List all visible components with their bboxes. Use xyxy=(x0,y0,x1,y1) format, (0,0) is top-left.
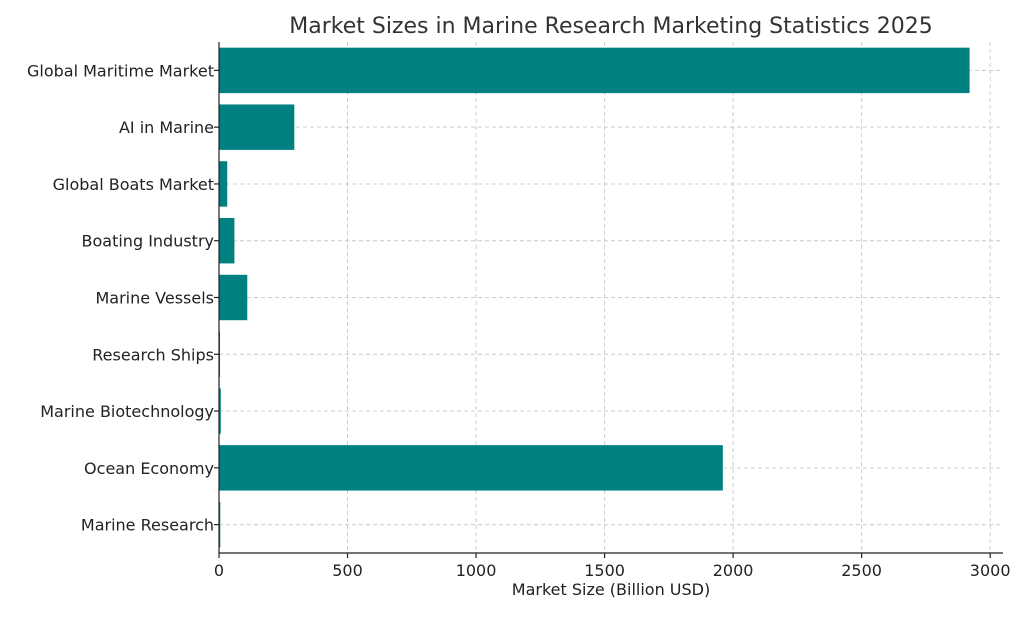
bar xyxy=(219,445,723,491)
x-tick-label: 1500 xyxy=(584,561,625,580)
x-tick-label: 2000 xyxy=(713,561,754,580)
y-tick-label: Global Maritime Market xyxy=(27,61,214,80)
x-tick-label: 0 xyxy=(214,561,224,580)
bar xyxy=(219,47,970,94)
chart-title: Market Sizes in Marine Research Marketin… xyxy=(289,14,932,39)
y-tick-label: Marine Biotechnology xyxy=(40,402,214,421)
y-tick-label: Ocean Economy xyxy=(84,459,214,478)
x-tick-label: 2500 xyxy=(841,561,882,580)
y-tick-label: Boating Industry xyxy=(82,232,214,251)
bar xyxy=(219,274,248,321)
x-tick-label: 1000 xyxy=(456,561,497,580)
bar xyxy=(219,388,221,434)
x-axis-label: Market Size (Billion USD) xyxy=(512,580,710,599)
bar xyxy=(219,218,235,264)
y-tick-label: Research Ships xyxy=(92,345,214,364)
x-tick-label: 3000 xyxy=(970,561,1011,580)
y-tick-label: Marine Research xyxy=(81,516,214,535)
bar xyxy=(219,161,228,207)
y-tick-label: Global Boats Market xyxy=(53,175,214,194)
y-tick-label: Marine Vessels xyxy=(95,289,214,308)
y-tick-label: AI in Marine xyxy=(119,118,214,137)
bar xyxy=(219,501,221,548)
ticks: 0 500 1000 1500 2000 2500 3000 Global Maritime … xyxy=(27,61,1011,580)
bar xyxy=(219,104,295,150)
bars xyxy=(219,47,970,548)
x-tick-label: 500 xyxy=(332,561,363,580)
